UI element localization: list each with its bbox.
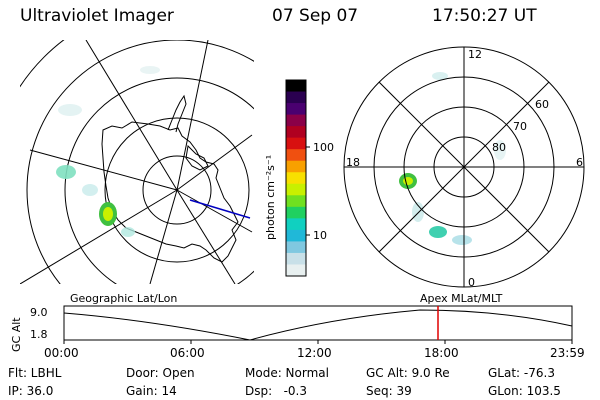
time-label: 17:50:27 UT (432, 6, 537, 26)
timeline-plot (63, 305, 573, 344)
color-bar-stripe (286, 172, 306, 185)
mlt-label-18: 18 (346, 156, 360, 169)
color-bar-stripe (286, 264, 306, 277)
timeline-x-tick: 12:00 (297, 346, 332, 360)
color-bar-frame (285, 79, 307, 277)
geo-lat-circle (104, 117, 250, 263)
geo-meridian (149, 189, 178, 284)
status-door: Door: Open (126, 366, 195, 380)
mlt-line-diagonal (378, 81, 550, 253)
color-bar-unit-label: photon cm⁻²s⁻¹ (264, 154, 277, 240)
status-filter: Flt: LBHL (8, 366, 62, 380)
mlat-label-60: 60 (535, 98, 549, 111)
color-bar (286, 80, 306, 277)
status-dsp: Dsp: -0.3 (245, 384, 308, 398)
color-bar-stripe (286, 126, 306, 139)
status-seq: Seq: 39 (366, 384, 412, 398)
color-bar-stripe (286, 80, 306, 93)
status-ip: IP: 36.0 (8, 384, 54, 398)
timeline-y-label: GC Alt (10, 317, 23, 352)
geo-lat-circle (20, 40, 65, 88)
geo-meridian (176, 189, 253, 233)
mlt-label-12: 12 (468, 48, 482, 61)
color-bar-stripe (286, 252, 306, 265)
color-bar-stripe (286, 160, 306, 173)
instrument-title: Ultraviolet Imager (20, 6, 174, 26)
timeline-x-tick: 23:59 (550, 346, 585, 360)
gc-alt-curve (63, 309, 573, 341)
geo-meridian (176, 189, 236, 284)
geo-lat-circle (26, 40, 254, 284)
polar-map (343, 46, 585, 288)
status-glat: GLat: -76.3 (488, 366, 555, 380)
color-bar-stripe (286, 229, 306, 242)
geo-lat-circle (142, 155, 212, 225)
ice-shelf (185, 144, 209, 171)
geo-map-label: Geographic Lat/Lon (70, 292, 178, 305)
status-mode: Mode: Normal (245, 366, 329, 380)
color-bar-stripe (286, 183, 306, 196)
geo-meridian (85, 40, 178, 191)
mlat-label-80: 80 (492, 141, 506, 154)
color-bar-label-100: 100 (313, 141, 334, 154)
color-bar-stripe (286, 137, 306, 150)
geographic-map (20, 40, 254, 284)
timeline-y-tick-bottom: 1.8 (30, 328, 48, 341)
timeline-x-tick: 06:00 (170, 346, 205, 360)
timeline-x-tick: 18:00 (424, 346, 459, 360)
status-gc-alt: GC Alt: 9.0 Re (366, 366, 450, 380)
color-bar-stripe (286, 195, 306, 208)
geo-meridian (20, 189, 178, 284)
timeline-frame (63, 305, 573, 341)
status-glon: GLon: 103.5 (488, 384, 561, 398)
mlt-label-0: 0 (468, 276, 475, 289)
color-bar-stripe (286, 91, 306, 104)
color-bar-label-10: 10 (313, 229, 327, 242)
polar-map-label: Apex MLat/MLT (420, 292, 503, 305)
geo-meridian (176, 134, 253, 191)
timeline-x-tick: 00:00 (44, 346, 79, 360)
mlat-label-70: 70 (513, 120, 527, 133)
antarctic-peninsula (167, 94, 187, 133)
color-bar-stripe (286, 218, 306, 231)
date-label: 07 Sep 07 (272, 6, 359, 26)
antarctica-coastline (101, 121, 239, 263)
mlt-label-6: 6 (576, 156, 583, 169)
color-bar-stripe (286, 241, 306, 254)
color-bar-stripe (286, 149, 306, 162)
geo-lat-circle (64, 77, 254, 284)
color-bar-stripe (286, 103, 306, 116)
color-bar-stripe (286, 114, 306, 127)
status-gain: Gain: 14 (126, 384, 177, 398)
satellite-track (189, 199, 251, 219)
color-bar-stripe (286, 206, 306, 219)
timeline-y-tick-top: 9.0 (30, 306, 48, 319)
geo-aurora (56, 66, 160, 237)
geo-meridian (176, 40, 209, 191)
